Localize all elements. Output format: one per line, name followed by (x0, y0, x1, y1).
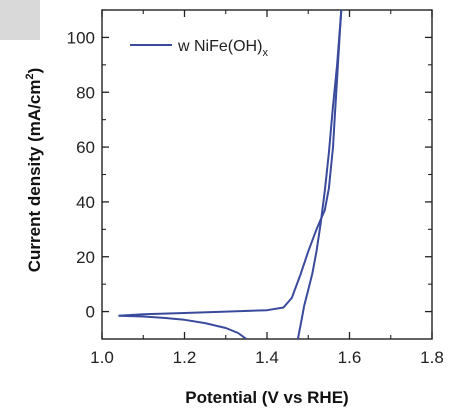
y-tick-label: 20 (76, 248, 95, 267)
x-axis-label: Potential (V vs RHE) (185, 388, 348, 407)
y-axis-label: Current density (mA/cm2) (24, 68, 44, 273)
y-axis-label-sup: 2 (24, 73, 36, 79)
series-line-forward (118, 10, 343, 317)
legend-label: w NiFe(OH)x (177, 38, 268, 59)
y-tick-label: 0 (86, 303, 95, 322)
series-line-cathodic-tail (118, 314, 247, 339)
legend-label-main: w NiFe(OH) (177, 38, 262, 55)
x-tick-label: 1.6 (338, 348, 362, 367)
y-tick-label: 80 (76, 83, 95, 102)
y-axis-ticks: 0 20 40 60 80 100 (67, 9, 432, 322)
panel-label-box (0, 0, 40, 40)
y-tick-label: 100 (67, 28, 95, 47)
x-tick-label: 1.8 (420, 348, 444, 367)
x-tick-label: 1.2 (173, 348, 197, 367)
series-layer (118, 10, 343, 339)
plot-frame (101, 9, 433, 340)
legend-label-sub: x (262, 47, 268, 59)
y-tick-label: 40 (76, 193, 95, 212)
legend: w NiFe(OH)x (130, 38, 268, 59)
y-tick-label: 60 (76, 138, 95, 157)
y-axis-label-end: ) (25, 68, 44, 74)
y-axis-label-main: Current density (mA/cm (25, 80, 44, 273)
series-line-reverse (296, 10, 343, 339)
x-tick-label: 1.4 (255, 348, 279, 367)
x-axis-ticks: 1.0 1.2 1.4 1.6 1.8 (90, 10, 444, 367)
x-tick-label: 1.0 (90, 348, 114, 367)
